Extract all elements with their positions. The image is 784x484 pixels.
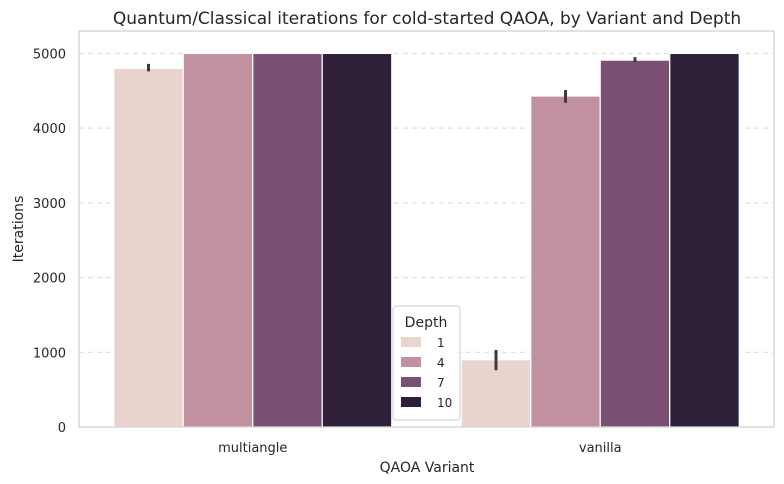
plot-frame bbox=[78, 30, 775, 428]
x-tick-labels: multiangle vanilla bbox=[218, 441, 622, 456]
bar-multiangle-depth-7 bbox=[252, 52, 323, 428]
y-tick-label: 3000 bbox=[33, 197, 66, 212]
error-bars bbox=[147, 57, 637, 371]
bar-vanilla-depth-4 bbox=[530, 95, 601, 428]
y-tick-label: 5000 bbox=[33, 47, 66, 62]
chart-title: Quantum/Classical iterations for cold-st… bbox=[113, 9, 741, 29]
legend-swatch-depth-4 bbox=[401, 357, 421, 367]
y-tick-label: 2000 bbox=[33, 272, 66, 287]
legend-label-depth-4: 4 bbox=[437, 356, 445, 370]
y-tick-label: 1000 bbox=[33, 346, 66, 361]
bar-vanilla-depth-10 bbox=[669, 52, 740, 428]
legend-swatch-depth-1 bbox=[401, 337, 421, 347]
legend-label-depth-1: 1 bbox=[437, 336, 445, 350]
bar-multiangle-depth-4 bbox=[182, 52, 254, 428]
legend-box bbox=[392, 305, 461, 421]
x-tick-label: vanilla bbox=[579, 441, 622, 456]
legend-swatch-depth-7 bbox=[401, 377, 421, 387]
x-axis-label: QAOA Variant bbox=[380, 460, 475, 476]
y-axis-label: Iterations bbox=[11, 196, 27, 263]
legend-swatch-depth-10 bbox=[401, 397, 421, 407]
y-tick-label: 0 bbox=[58, 421, 66, 436]
y-tick-labels: 0 1000 2000 3000 4000 5000 bbox=[33, 47, 66, 436]
bar-multiangle-depth-1 bbox=[113, 67, 184, 428]
legend-label-depth-7: 7 bbox=[437, 376, 445, 390]
bar-vanilla-depth-7 bbox=[599, 59, 671, 428]
legend-title: Depth bbox=[405, 315, 448, 331]
y-tick-label: 4000 bbox=[33, 122, 66, 137]
legend-label-depth-10: 10 bbox=[437, 396, 452, 410]
bar-multiangle-depth-10 bbox=[321, 52, 393, 428]
x-tick-label: multiangle bbox=[218, 441, 287, 456]
legend: Depth 1 4 7 10 bbox=[392, 305, 461, 421]
bars bbox=[113, 52, 740, 428]
